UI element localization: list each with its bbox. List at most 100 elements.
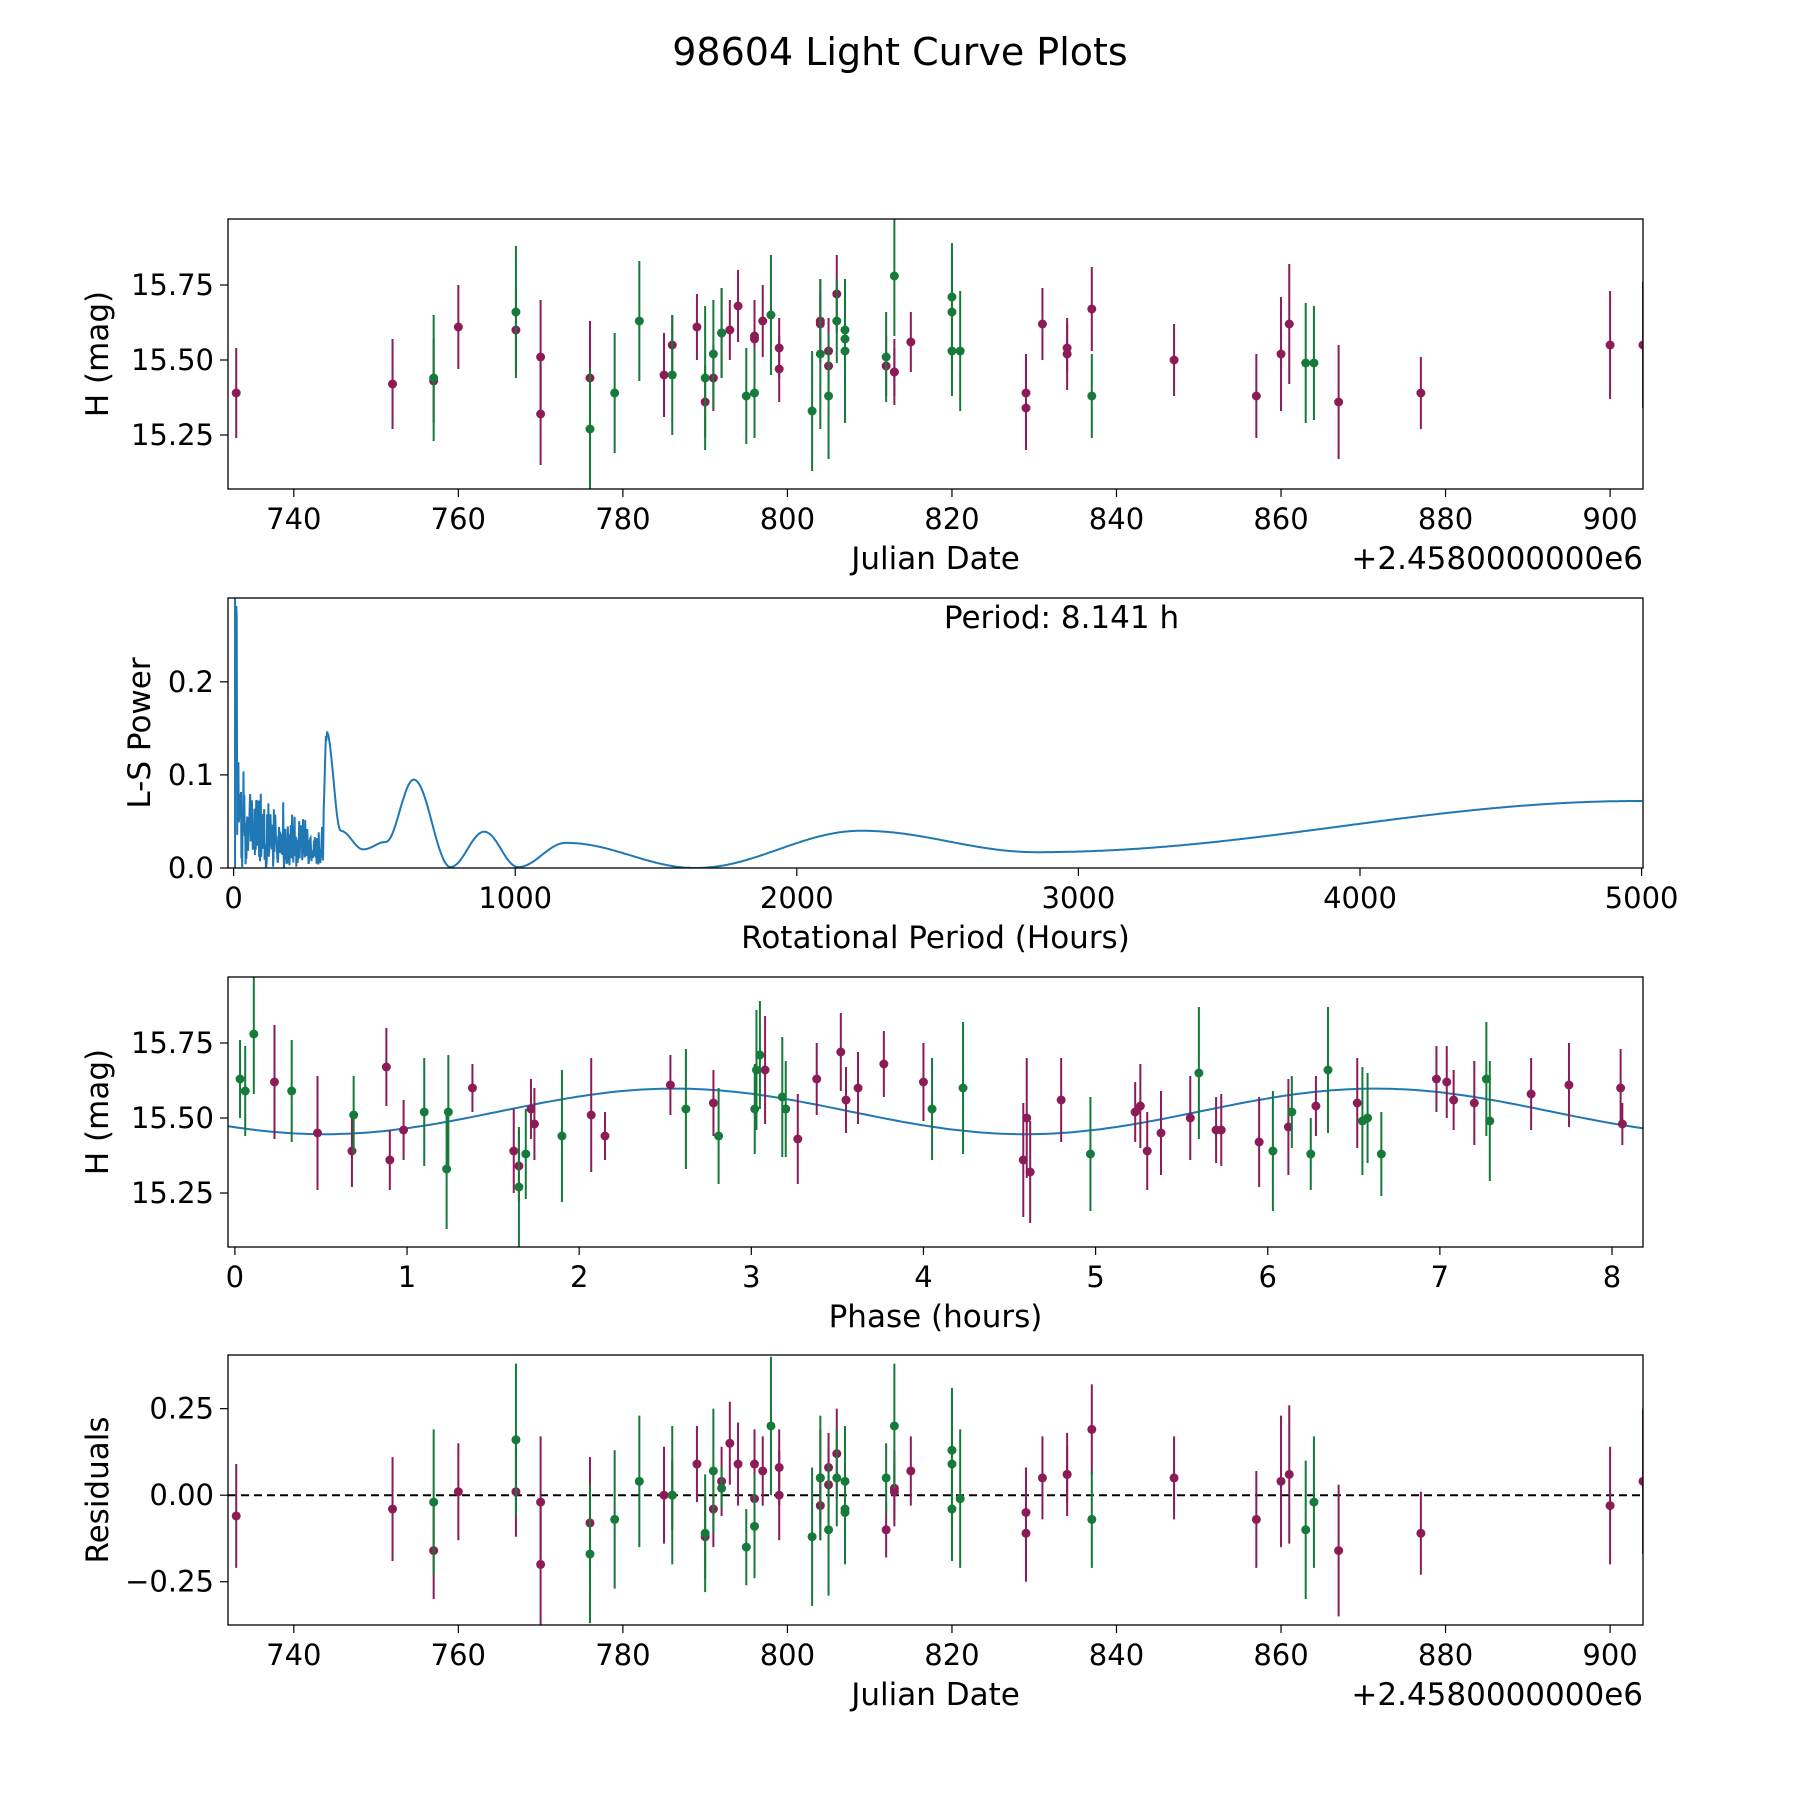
x-tick-label: 900 <box>1582 1638 1637 1672</box>
data-point <box>536 409 546 419</box>
x-tick-label: 820 <box>924 1638 979 1672</box>
data-point <box>927 1104 937 1114</box>
data-point <box>429 373 439 383</box>
data-point <box>889 367 899 377</box>
data-point <box>1485 1116 1495 1126</box>
data-point <box>881 1525 891 1535</box>
plot-area-periodogram <box>234 598 1643 868</box>
data-point <box>692 322 702 332</box>
x-tick-label: 0 <box>226 1260 244 1294</box>
data-point <box>586 1110 596 1120</box>
data-point <box>1638 340 1643 350</box>
data-point <box>347 1146 357 1156</box>
data-point <box>1323 1065 1333 1075</box>
data-point <box>1169 355 1179 365</box>
periodogram-curve <box>234 606 1643 868</box>
data-point <box>511 307 521 317</box>
x-offset-label: +2.4580000000e6 <box>1351 541 1643 577</box>
x-tick-label: 840 <box>1089 502 1144 536</box>
data-point <box>1062 1469 1072 1479</box>
data-point <box>700 1528 710 1538</box>
x-tick-label: 1000 <box>478 881 552 915</box>
data-point <box>429 1497 439 1507</box>
plot-frame <box>227 976 1644 1248</box>
data-point <box>467 1083 477 1093</box>
x-tick-label: 740 <box>266 502 321 536</box>
x-tick-label: 5 <box>1086 1260 1104 1294</box>
data-point <box>889 1487 899 1497</box>
x-axis-label: Julian Date <box>849 1677 1020 1713</box>
data-point <box>1306 1149 1316 1159</box>
data-point <box>1449 1095 1459 1105</box>
data-point <box>815 349 825 359</box>
period-annotation: Period: 8.141 h <box>944 600 1179 636</box>
data-point <box>840 346 850 356</box>
data-point <box>832 1473 842 1483</box>
data-point <box>1416 1528 1426 1538</box>
x-tick-label: 900 <box>1582 502 1637 536</box>
x-tick-label: 3000 <box>1042 881 1116 915</box>
x-tick-label: 5000 <box>1605 881 1679 915</box>
data-point <box>840 1504 850 1514</box>
data-point <box>634 316 644 326</box>
data-point <box>881 352 891 362</box>
x-tick-label: 1 <box>398 1260 416 1294</box>
data-point <box>1301 358 1311 368</box>
data-point <box>725 1438 735 1448</box>
figure-title: 98604 Light Curve Plots <box>672 30 1128 74</box>
data-point <box>1021 1528 1031 1538</box>
data-point <box>249 1029 259 1039</box>
plot-area-residuals <box>228 1356 1643 1625</box>
data-point <box>1605 340 1615 350</box>
x-offset-label: +2.4580000000e6 <box>1351 1677 1643 1713</box>
data-point <box>1301 1525 1311 1535</box>
x-tick-label: 760 <box>431 502 486 536</box>
plot-area-phased-curve <box>228 977 1643 1247</box>
x-axis-label: Phase (hours) <box>829 1299 1043 1335</box>
data-point <box>1130 1107 1140 1117</box>
x-tick-label: 2000 <box>760 881 834 915</box>
data-point <box>1284 1469 1294 1479</box>
y-tick-label: 15.50 <box>131 343 214 377</box>
data-point <box>1363 1113 1373 1123</box>
data-point <box>725 325 735 335</box>
data-point <box>824 1525 834 1535</box>
plot-frame <box>227 1354 1644 1626</box>
subplot-periodogram: 0 1000 2000 3000 4000 5000 0.0 0.1 0.2 Rotational… <box>122 597 1679 956</box>
x-tick-label: 7 <box>1431 1260 1449 1294</box>
x-tick-label: 4000 <box>1323 881 1397 915</box>
data-point <box>388 379 398 389</box>
x-tick-label: 740 <box>266 1638 321 1672</box>
data-point <box>760 1065 770 1075</box>
y-axis-label: L-S Power <box>122 657 158 808</box>
data-point <box>774 364 784 374</box>
data-point <box>521 1149 531 1159</box>
data-point <box>774 1463 784 1472</box>
plot-frame <box>227 218 1644 490</box>
data-point <box>1056 1095 1066 1105</box>
data-point <box>1025 1167 1035 1177</box>
data-point <box>610 1514 620 1524</box>
x-tick-label: 860 <box>1253 502 1308 536</box>
data-point <box>381 1062 391 1072</box>
x-tick-label: 2 <box>570 1260 588 1294</box>
data-point <box>269 1077 279 1087</box>
data-point <box>1376 1149 1386 1159</box>
data-point <box>313 1128 323 1138</box>
data-point <box>1021 403 1031 413</box>
data-point <box>889 1421 899 1431</box>
plot-area-light-curve <box>231 219 1643 489</box>
data-point <box>1431 1074 1441 1084</box>
data-point <box>453 1487 463 1497</box>
data-point <box>1037 319 1047 329</box>
data-point <box>667 370 677 380</box>
y-axis-label: H (mag) <box>80 1049 116 1175</box>
data-point <box>750 1104 760 1114</box>
data-point <box>1526 1089 1536 1099</box>
data-point <box>741 391 751 401</box>
data-point <box>947 1504 957 1514</box>
data-point <box>766 310 776 320</box>
data-point <box>453 322 463 332</box>
x-tick-label: 4 <box>914 1260 932 1294</box>
data-point <box>1334 1546 1344 1556</box>
